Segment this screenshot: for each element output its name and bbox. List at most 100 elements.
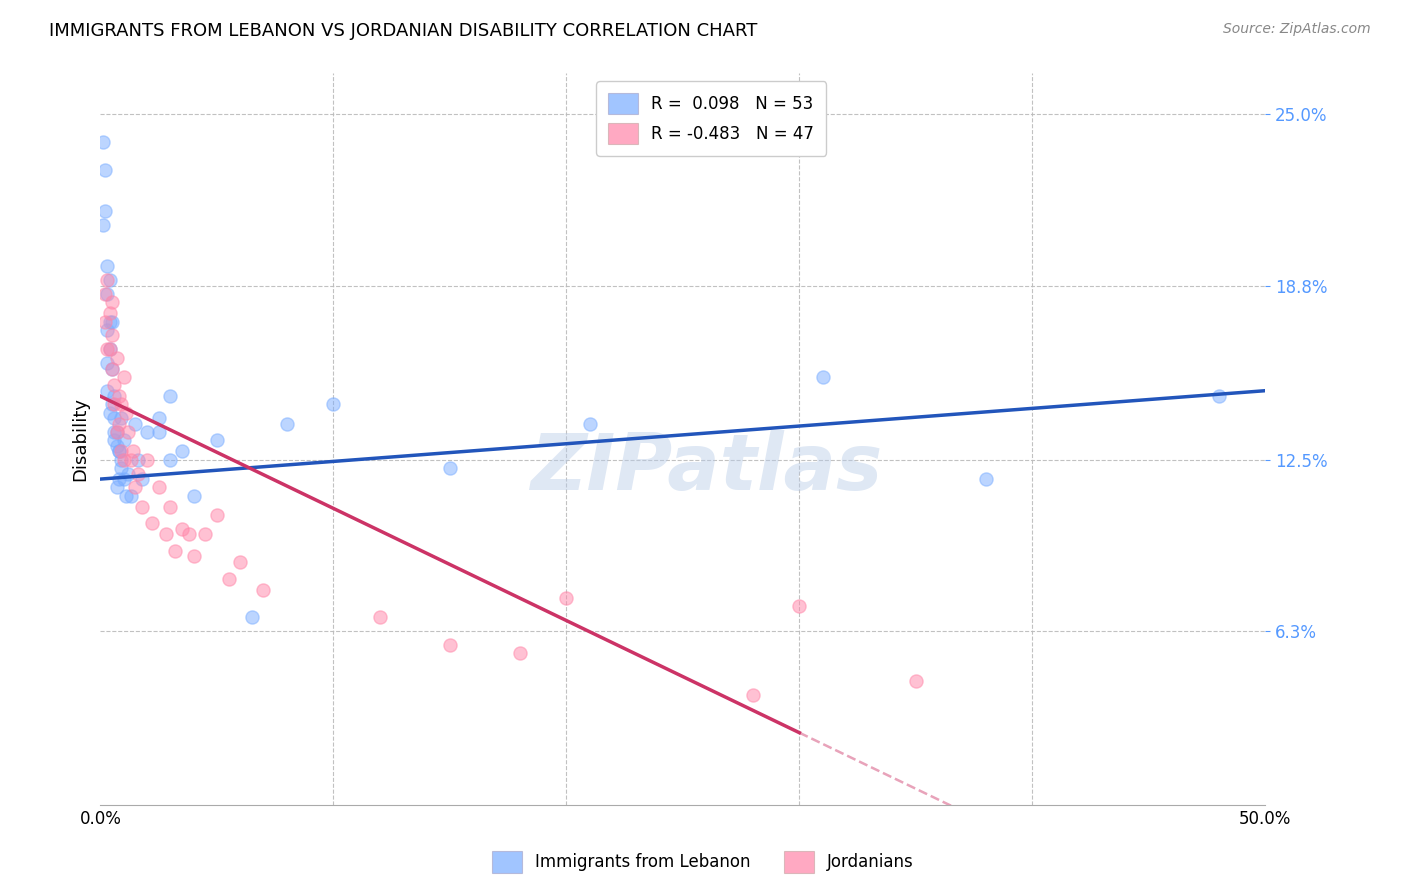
Point <box>509 646 531 660</box>
Point <box>112 452 135 467</box>
Point <box>439 638 461 652</box>
Point <box>96 356 118 370</box>
Point <box>368 610 391 624</box>
Point <box>218 572 240 586</box>
Point <box>163 544 186 558</box>
Point <box>155 527 177 541</box>
Point <box>94 162 117 177</box>
Point <box>105 439 128 453</box>
Point <box>131 472 153 486</box>
Point <box>789 599 811 614</box>
Point <box>141 516 163 531</box>
Point <box>170 444 193 458</box>
Point <box>108 444 131 458</box>
Point <box>148 425 170 439</box>
Point <box>101 361 124 376</box>
Point <box>110 411 132 425</box>
Point <box>322 397 344 411</box>
Point <box>96 343 118 357</box>
Point <box>96 273 118 287</box>
Point <box>148 480 170 494</box>
Text: Source: ZipAtlas.com: Source: ZipAtlas.com <box>1223 22 1371 37</box>
Point <box>94 287 117 301</box>
Point <box>108 444 131 458</box>
Point <box>127 467 149 481</box>
Point <box>252 582 274 597</box>
Point <box>159 500 181 514</box>
Point <box>91 218 114 232</box>
Point <box>103 378 125 392</box>
Point <box>124 417 146 431</box>
Point <box>183 489 205 503</box>
Point <box>98 273 121 287</box>
Point <box>110 397 132 411</box>
Point <box>101 315 124 329</box>
Point <box>108 389 131 403</box>
Point <box>117 425 139 439</box>
Point <box>194 527 217 541</box>
Point <box>120 452 142 467</box>
Point <box>148 411 170 425</box>
Point <box>177 527 200 541</box>
Point <box>105 351 128 365</box>
Point <box>811 370 834 384</box>
Point <box>439 461 461 475</box>
Point <box>96 260 118 274</box>
Legend: Immigrants from Lebanon, Jordanians: Immigrants from Lebanon, Jordanians <box>485 845 921 880</box>
Point <box>136 452 159 467</box>
Point <box>131 500 153 514</box>
Point <box>98 315 121 329</box>
Point <box>105 425 128 439</box>
Point <box>555 591 578 605</box>
Point <box>578 417 600 431</box>
Point <box>103 434 125 448</box>
Point <box>115 489 138 503</box>
Point <box>108 417 131 431</box>
Point <box>159 452 181 467</box>
Point <box>98 343 121 357</box>
Point <box>105 425 128 439</box>
Point <box>183 549 205 564</box>
Point <box>96 323 118 337</box>
Point <box>108 472 131 486</box>
Point <box>205 434 228 448</box>
Point <box>229 555 252 569</box>
Point <box>124 480 146 494</box>
Point <box>98 306 121 320</box>
Text: ZIPatlas: ZIPatlas <box>530 430 883 507</box>
Text: IMMIGRANTS FROM LEBANON VS JORDANIAN DISABILITY CORRELATION CHART: IMMIGRANTS FROM LEBANON VS JORDANIAN DIS… <box>49 22 758 40</box>
Point <box>101 328 124 343</box>
Point <box>103 425 125 439</box>
Point <box>112 472 135 486</box>
Point <box>110 444 132 458</box>
Point <box>101 397 124 411</box>
Point <box>101 295 124 310</box>
Point <box>170 522 193 536</box>
Y-axis label: Disability: Disability <box>72 397 89 481</box>
Point <box>96 384 118 398</box>
Point <box>205 508 228 522</box>
Point <box>112 434 135 448</box>
Point <box>98 343 121 357</box>
Point <box>127 452 149 467</box>
Point <box>103 411 125 425</box>
Point <box>94 204 117 219</box>
Point <box>105 480 128 494</box>
Point <box>276 417 298 431</box>
Point <box>112 370 135 384</box>
Point <box>115 406 138 420</box>
Point <box>91 135 114 149</box>
Point <box>117 467 139 481</box>
Point <box>103 389 125 403</box>
Point <box>110 452 132 467</box>
Point <box>94 315 117 329</box>
Point <box>120 489 142 503</box>
Point <box>741 688 763 702</box>
Point <box>136 425 159 439</box>
Point <box>240 610 263 624</box>
Point <box>103 397 125 411</box>
Point <box>974 472 997 486</box>
Point <box>101 361 124 376</box>
Point <box>98 406 121 420</box>
Point <box>110 461 132 475</box>
